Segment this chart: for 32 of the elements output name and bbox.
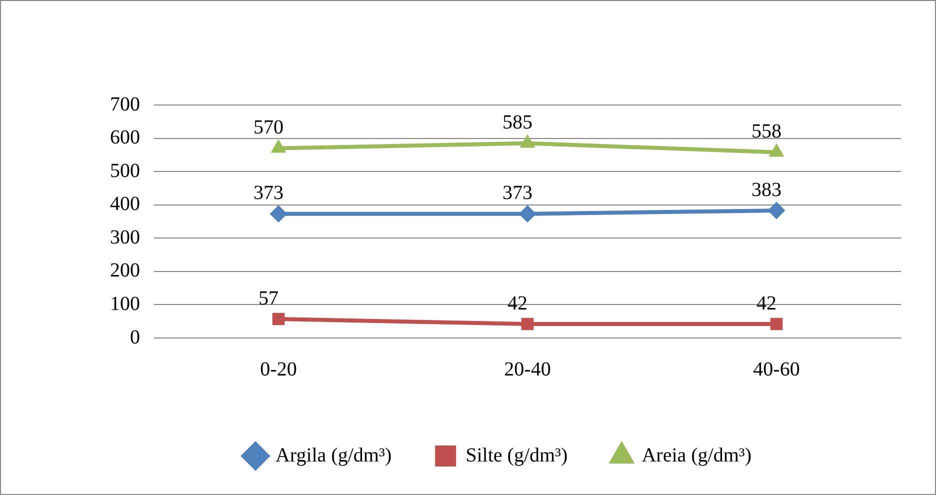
y-tick-label: 500 bbox=[110, 160, 140, 182]
data-label: 570 bbox=[254, 116, 284, 139]
point bbox=[770, 318, 783, 330]
y-tick-label: 300 bbox=[110, 226, 140, 248]
y-tick-label: 200 bbox=[110, 260, 140, 282]
point bbox=[271, 140, 286, 153]
data-label: 373 bbox=[502, 182, 532, 204]
data-label: 42 bbox=[508, 292, 528, 314]
point bbox=[769, 144, 784, 157]
x-tick-label: 20-40 bbox=[504, 358, 551, 380]
data-label: 57 bbox=[258, 287, 278, 310]
y-tick-label: 700 bbox=[110, 93, 140, 116]
x-tick-label: 40-60 bbox=[753, 358, 800, 380]
point bbox=[270, 205, 287, 222]
data-label: 373 bbox=[254, 182, 284, 204]
data-label: 42 bbox=[756, 292, 776, 314]
data-label: 585 bbox=[502, 112, 532, 134]
data-label: 383 bbox=[752, 178, 782, 201]
point bbox=[768, 202, 785, 220]
legend-label: Areia (g/dm³) bbox=[642, 444, 752, 466]
point bbox=[519, 205, 536, 222]
x-tick-label: 0-20 bbox=[260, 358, 297, 380]
y-tick-label: 0 bbox=[130, 326, 140, 348]
data-label: 558 bbox=[752, 120, 782, 143]
y-tick-label: 100 bbox=[110, 292, 140, 315]
legend-label: Silte (g/dm³) bbox=[466, 444, 568, 466]
legend-label: Argila (g/dm³) bbox=[275, 444, 392, 466]
point bbox=[272, 312, 285, 326]
point bbox=[521, 318, 534, 330]
y-tick-label: 400 bbox=[110, 193, 140, 216]
point bbox=[520, 134, 535, 148]
y-tick-label: 600 bbox=[110, 126, 140, 149]
